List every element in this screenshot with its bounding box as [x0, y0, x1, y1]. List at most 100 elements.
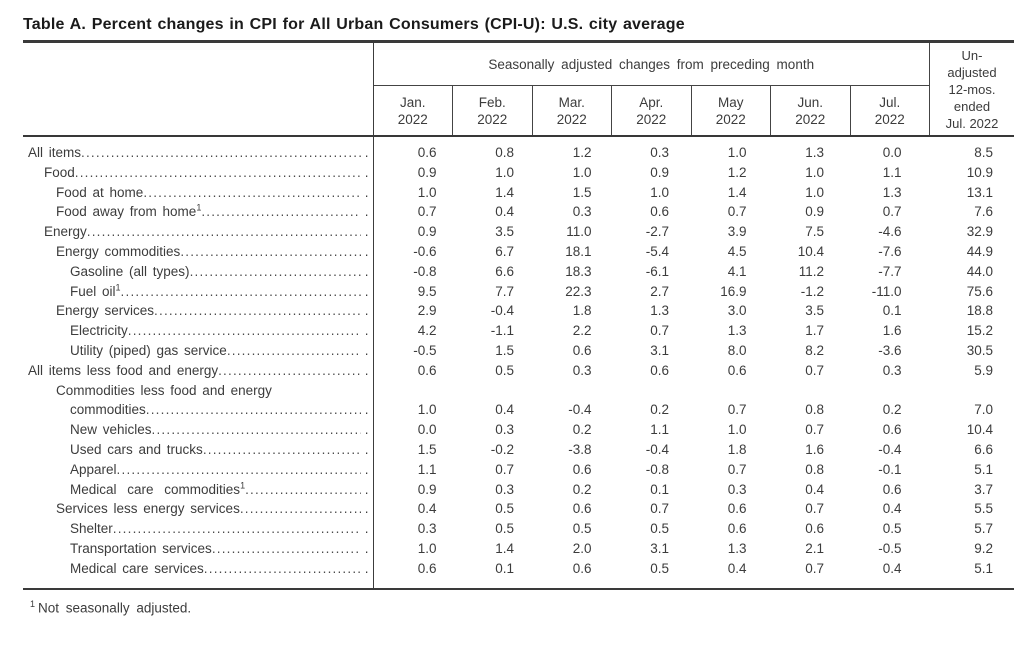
value-cell: 1.6 [882, 323, 902, 339]
row-label-cell: All items. [23, 136, 374, 163]
value-cell: 1.0 [417, 540, 437, 556]
row-label-cell: Food at home. [23, 182, 374, 203]
column-header-jan: Jan. 2022 [373, 85, 453, 137]
value-cell: 1.0 [417, 184, 437, 200]
value-cell: 0.7 [650, 501, 669, 517]
row-label-cell: Gasoline (all types). [23, 261, 374, 282]
column-header-jun: Jun. 2022 [770, 85, 851, 137]
value-cell: -0.4 [568, 402, 592, 418]
value-cell: 2.1 [805, 540, 824, 556]
dot-leader [154, 301, 361, 321]
value-cell: 1.0 [805, 164, 824, 180]
dot-leader [240, 499, 361, 519]
value-cell: 0.5 [650, 521, 669, 537]
value-cell: 0.6 [727, 521, 747, 537]
row-label-cell: Medical care services. [23, 558, 374, 589]
table-row: Food. 0.9 1.0 1.0 0.9 1.2 1.0 1.1 10.9 [23, 162, 1014, 183]
row-label-cell: Commodities less food and energy commodit… [23, 380, 374, 421]
table-row: Energy services. 2.9 -0.4 1.8 1.3 3.0 3.5 0.1 18… [23, 301, 1014, 322]
value-cell: 0.6 [882, 422, 902, 438]
value-cell: 8.0 [727, 342, 747, 358]
dot-leader [204, 559, 361, 579]
value-cell: 4.5 [727, 243, 747, 259]
value-cell: -7.7 [878, 263, 902, 279]
value-cell: 1.1 [882, 164, 902, 180]
value-cell: 1.0 [572, 164, 592, 180]
value-cell: 1.0 [650, 184, 669, 200]
value-cell: 0.6 [882, 481, 902, 497]
value-cell: 0.0 [417, 422, 437, 438]
dot-leader [121, 282, 361, 302]
value-cell: -0.4 [490, 303, 514, 319]
table-row: Energy. 0.9 3.5 11.0 -2.7 3.9 7.5 -4.6 32.9 [23, 222, 1014, 242]
value-cell: -4.6 [878, 224, 902, 240]
value-cell: 0.7 [882, 204, 902, 220]
value-cell: 1.3 [882, 184, 902, 200]
value-cell: 1.3 [650, 303, 669, 319]
table-row: Medical care commodities1. 0.9 0.3 0.2 0.1 0.… [23, 479, 1014, 500]
value-cell: 2.0 [572, 540, 592, 556]
table-row: Utility (piped) gas service. -0.5 1.5 0.6 3.… [23, 340, 1014, 361]
value-cell: 0.6 [417, 560, 437, 576]
row-label-cell: Fuel oil1. [23, 281, 374, 302]
value-cell: 7.7 [495, 283, 514, 299]
dot-leader [87, 222, 361, 242]
value-cell: 0.5 [495, 362, 514, 378]
row-label-cell: Transportation services. [23, 538, 374, 559]
value-cell: 30.5 [966, 342, 993, 358]
value-cell: -5.4 [645, 243, 669, 259]
value-cell: 7.5 [805, 224, 824, 240]
value-cell: 0.7 [495, 461, 514, 477]
dot-leader [117, 460, 361, 480]
value-cell: 1.0 [805, 184, 824, 200]
value-cell: 0.1 [495, 560, 514, 576]
value-cell: 1.4 [495, 540, 514, 556]
value-cell: 0.3 [495, 422, 514, 438]
table-row: Commodities less food and energy commodit… [23, 380, 1014, 421]
row-label-cell: Utility (piped) gas service. [23, 340, 374, 361]
table-row: Food away from home1. 0.7 0.4 0.3 0.6 0.7 0.9 0… [23, 202, 1014, 223]
dot-leader [190, 262, 361, 282]
value-cell: 1.8 [572, 303, 592, 319]
value-cell: 1.2 [727, 164, 747, 180]
table-body: All items. 0.6 0.8 1.2 0.3 1.0 1.3 0.0 8.5 Food. 0… [23, 136, 1014, 589]
value-cell: 0.7 [805, 422, 824, 438]
value-cell: -0.4 [645, 441, 669, 457]
dot-leader [180, 242, 360, 262]
unadjusted-column-header: Un-adjusted 12-mos. ended Jul. 2022 [929, 43, 1014, 137]
value-cell: 1.3 [805, 145, 824, 160]
value-cell: 5.5 [974, 501, 993, 517]
row-label-cell: Medical care commodities1. [23, 479, 374, 500]
value-cell: 1.8 [727, 441, 747, 457]
table-row: Gasoline (all types). -0.8 6.6 18.3 -6.1 4.1 1… [23, 261, 1014, 282]
value-cell: 0.7 [805, 501, 824, 517]
value-cell: 1.0 [495, 164, 514, 180]
value-cell: 3.7 [974, 481, 993, 497]
row-label-cell: Apparel. [23, 459, 374, 480]
value-cell: 1.5 [495, 342, 514, 358]
row-label-cell: Electricity. [23, 321, 374, 341]
dot-leader [143, 183, 360, 203]
row-label-cell: New vehicles. [23, 420, 374, 440]
column-header-jul: Jul. 2022 [850, 85, 930, 137]
value-cell: 0.6 [727, 501, 747, 517]
value-cell: 1.1 [650, 422, 669, 438]
dot-leader [152, 420, 361, 440]
value-cell: 32.9 [966, 224, 993, 240]
value-cell: 0.4 [495, 204, 514, 220]
table-row: Transportation services. 1.0 1.4 2.0 3.1 1.3 2… [23, 538, 1014, 559]
value-cell: 5.1 [974, 560, 993, 576]
value-cell: -11.0 [871, 283, 902, 299]
value-cell: -0.8 [645, 461, 669, 477]
value-cell: 0.8 [805, 402, 824, 418]
value-cell: 3.1 [650, 342, 669, 358]
table-row: All items. 0.6 0.8 1.2 0.3 1.0 1.3 0.0 8.5 [23, 136, 1014, 163]
value-cell: 0.7 [417, 204, 437, 220]
column-header-mar: Mar. 2022 [532, 85, 612, 137]
value-cell: 4.2 [417, 323, 437, 339]
value-cell: 2.9 [417, 303, 437, 319]
table-row: Food at home. 1.0 1.4 1.5 1.0 1.4 1.0 1.3 13.1 [23, 182, 1014, 203]
group-header-row: Seasonally adjusted changes from precedi… [23, 43, 1014, 137]
dot-leader [75, 163, 361, 183]
row-label-cell: Shelter. [23, 519, 374, 539]
